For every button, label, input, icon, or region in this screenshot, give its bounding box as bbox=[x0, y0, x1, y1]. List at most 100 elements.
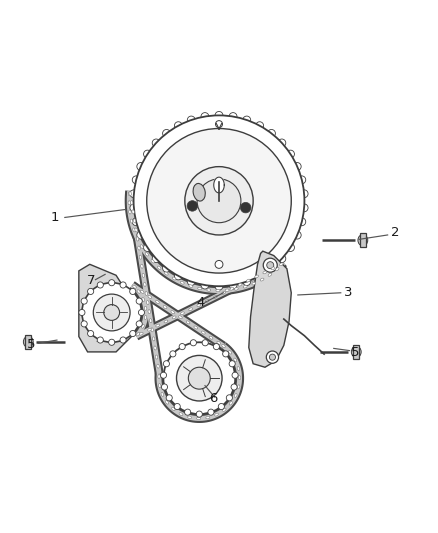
Text: 1: 1 bbox=[50, 211, 59, 223]
Circle shape bbox=[187, 200, 198, 211]
Ellipse shape bbox=[189, 308, 193, 311]
Ellipse shape bbox=[237, 367, 240, 370]
Ellipse shape bbox=[179, 316, 182, 319]
Circle shape bbox=[160, 372, 166, 378]
Ellipse shape bbox=[156, 324, 159, 327]
Circle shape bbox=[278, 139, 286, 147]
Circle shape bbox=[286, 244, 294, 252]
Circle shape bbox=[130, 330, 136, 337]
Circle shape bbox=[179, 344, 185, 350]
Ellipse shape bbox=[133, 219, 136, 223]
Ellipse shape bbox=[180, 312, 184, 314]
Polygon shape bbox=[360, 233, 366, 247]
Ellipse shape bbox=[187, 416, 191, 418]
Ellipse shape bbox=[166, 401, 169, 404]
Ellipse shape bbox=[158, 266, 161, 269]
Ellipse shape bbox=[144, 316, 147, 319]
Ellipse shape bbox=[260, 278, 264, 281]
Circle shape bbox=[243, 116, 251, 124]
Circle shape bbox=[201, 112, 209, 120]
Ellipse shape bbox=[351, 346, 361, 358]
Circle shape bbox=[79, 310, 85, 316]
Ellipse shape bbox=[234, 393, 237, 398]
Circle shape bbox=[120, 282, 126, 288]
Circle shape bbox=[256, 122, 264, 130]
Circle shape bbox=[152, 255, 160, 263]
Ellipse shape bbox=[132, 210, 134, 214]
Circle shape bbox=[298, 176, 306, 184]
Ellipse shape bbox=[161, 392, 164, 397]
Text: 5: 5 bbox=[27, 337, 35, 351]
Ellipse shape bbox=[213, 295, 217, 298]
Circle shape bbox=[263, 258, 277, 272]
Circle shape bbox=[136, 298, 142, 304]
Ellipse shape bbox=[158, 375, 160, 378]
Ellipse shape bbox=[147, 301, 149, 304]
Ellipse shape bbox=[179, 413, 183, 416]
Ellipse shape bbox=[252, 282, 256, 285]
Circle shape bbox=[147, 128, 291, 273]
Ellipse shape bbox=[229, 351, 232, 354]
Circle shape bbox=[215, 261, 223, 268]
Ellipse shape bbox=[279, 263, 283, 265]
Ellipse shape bbox=[234, 358, 237, 362]
Circle shape bbox=[174, 122, 182, 130]
Circle shape bbox=[215, 282, 223, 290]
Ellipse shape bbox=[129, 210, 131, 214]
Ellipse shape bbox=[140, 290, 144, 293]
Circle shape bbox=[88, 330, 94, 337]
Circle shape bbox=[163, 342, 235, 414]
Ellipse shape bbox=[163, 305, 167, 309]
Circle shape bbox=[268, 264, 276, 272]
Circle shape bbox=[208, 409, 214, 415]
Circle shape bbox=[243, 278, 251, 286]
Ellipse shape bbox=[207, 289, 211, 291]
Circle shape bbox=[286, 150, 294, 158]
Ellipse shape bbox=[230, 287, 234, 290]
Circle shape bbox=[152, 139, 160, 147]
Ellipse shape bbox=[139, 255, 141, 259]
Circle shape bbox=[174, 403, 180, 409]
Ellipse shape bbox=[145, 292, 148, 295]
Ellipse shape bbox=[151, 260, 154, 263]
Ellipse shape bbox=[159, 384, 161, 387]
Ellipse shape bbox=[198, 287, 202, 290]
Ellipse shape bbox=[276, 268, 279, 271]
Ellipse shape bbox=[165, 272, 168, 275]
Ellipse shape bbox=[197, 417, 201, 419]
Circle shape bbox=[82, 282, 141, 342]
Ellipse shape bbox=[155, 301, 159, 303]
Circle shape bbox=[201, 281, 209, 289]
Ellipse shape bbox=[128, 191, 131, 196]
Ellipse shape bbox=[141, 325, 144, 328]
Ellipse shape bbox=[234, 288, 238, 290]
Ellipse shape bbox=[148, 328, 152, 331]
Ellipse shape bbox=[238, 283, 242, 286]
Ellipse shape bbox=[254, 275, 258, 278]
Ellipse shape bbox=[194, 326, 198, 329]
Ellipse shape bbox=[141, 264, 143, 268]
Ellipse shape bbox=[243, 285, 247, 288]
Ellipse shape bbox=[131, 201, 133, 205]
Ellipse shape bbox=[164, 320, 168, 323]
Ellipse shape bbox=[205, 300, 209, 302]
Ellipse shape bbox=[238, 376, 241, 379]
Circle shape bbox=[298, 218, 306, 225]
Circle shape bbox=[278, 255, 286, 263]
Ellipse shape bbox=[145, 253, 148, 256]
Ellipse shape bbox=[180, 281, 184, 284]
Circle shape bbox=[256, 272, 264, 280]
Circle shape bbox=[177, 356, 222, 401]
Ellipse shape bbox=[237, 385, 240, 389]
Ellipse shape bbox=[225, 289, 229, 292]
Circle shape bbox=[162, 384, 168, 390]
Circle shape bbox=[132, 218, 140, 225]
Ellipse shape bbox=[148, 295, 152, 298]
Circle shape bbox=[197, 179, 241, 223]
Ellipse shape bbox=[129, 191, 131, 196]
Text: 6: 6 bbox=[209, 392, 218, 405]
Circle shape bbox=[215, 120, 223, 127]
Circle shape bbox=[196, 411, 202, 417]
Ellipse shape bbox=[148, 310, 151, 313]
Ellipse shape bbox=[186, 321, 190, 324]
